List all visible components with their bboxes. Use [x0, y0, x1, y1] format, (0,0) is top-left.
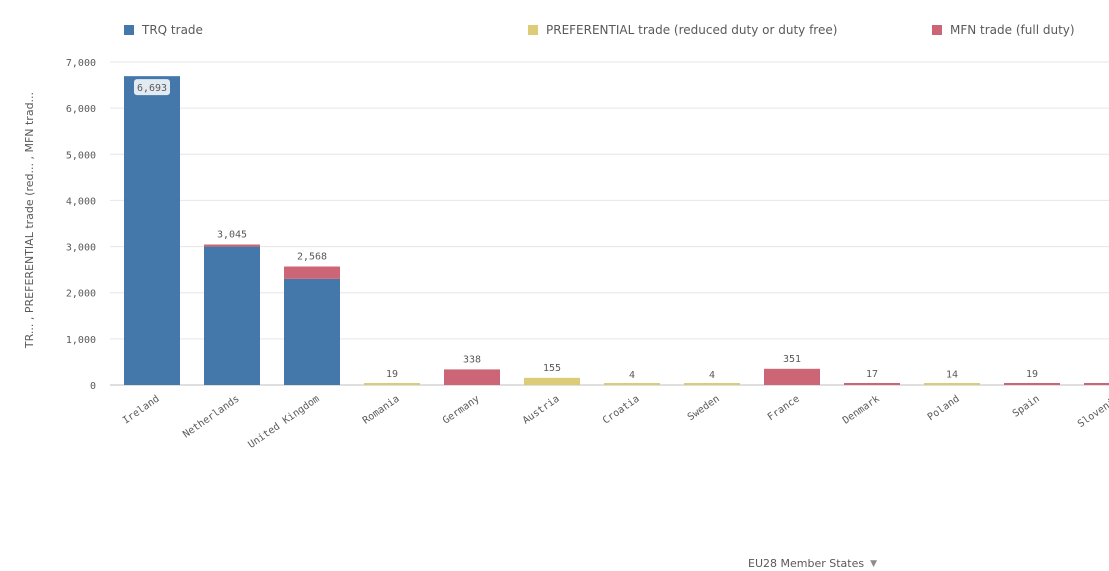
data-label: 19: [1026, 369, 1038, 380]
bar-segment-preferential: [604, 383, 660, 385]
data-label-badge: [134, 79, 170, 96]
x-tick-label: Germany: [441, 393, 482, 426]
data-label: 155: [543, 363, 561, 374]
bar-segment-mfn: [204, 244, 260, 247]
data-label: 2,568: [297, 252, 327, 263]
bar-segment-mfn: [1004, 383, 1060, 385]
y-tick-label: 4,000: [66, 196, 96, 207]
x-tick-label: Poland: [926, 393, 962, 423]
x-tick-label: Romania: [361, 393, 402, 426]
data-label: 351: [783, 354, 801, 365]
data-label: 6,693: [137, 83, 167, 94]
bar-segment-preferential: [684, 383, 740, 385]
legend-item-mfn[interactable]: MFN trade (full duty): [932, 20, 1075, 40]
x-tick-label: Netherlands: [181, 393, 242, 440]
x-tick-label: United Kingdom: [246, 393, 321, 450]
bar-segment-trq: [284, 278, 340, 385]
data-label: 17: [866, 369, 878, 380]
x-tick-label: Slovenia: [1076, 393, 1109, 430]
legend-item-trq[interactable]: TRQ trade: [124, 20, 203, 40]
x-tick-label: Austria: [521, 393, 562, 426]
bar-segment-mfn: [1084, 383, 1109, 385]
bar-segment-mfn: [444, 369, 500, 385]
y-tick-label: 6,000: [66, 104, 96, 115]
bar-segment-preferential: [524, 377, 580, 385]
x-axis-title: EU28 Member States: [748, 557, 865, 570]
x-tick-label: Spain: [1011, 393, 1042, 419]
x-tick-label: Sweden: [686, 393, 722, 423]
y-axis-title: TR... , PREFERENTIAL trade (red... , MFN…: [23, 91, 36, 349]
legend-label-trq: TRQ trade: [142, 23, 203, 37]
bar-segment-preferential: [364, 383, 420, 385]
chevron-down-icon: ▼: [870, 558, 878, 569]
data-label: 19: [386, 369, 398, 380]
x-tick-label: France: [766, 393, 802, 423]
x-tick-label: Denmark: [841, 393, 882, 426]
y-tick-label: 0: [90, 381, 96, 392]
bar-segment-mfn: [284, 266, 340, 279]
x-tick-label: Ireland: [121, 393, 162, 426]
data-label: 4: [709, 370, 715, 381]
legend-swatch-trq: [124, 25, 134, 35]
bar-segment-mfn: [764, 368, 820, 385]
y-tick-label: 3,000: [66, 243, 96, 254]
data-label: 3,045: [217, 229, 247, 240]
bar-segment-preferential: [924, 383, 980, 385]
x-tick-label: Croatia: [601, 393, 642, 426]
x-axis-dimension-selector[interactable]: EU28 Member States ▼: [748, 557, 877, 570]
bar-segment-trq: [124, 76, 180, 385]
legend-label-mfn: MFN trade (full duty): [950, 23, 1075, 37]
y-tick-label: 2,000: [66, 289, 96, 300]
data-label: 4: [629, 370, 635, 381]
bar-segment-trq: [204, 246, 260, 385]
legend-label-preferential: PREFERENTIAL trade (reduced duty or duty…: [546, 23, 838, 37]
legend-swatch-mfn: [932, 25, 942, 35]
y-tick-label: 5,000: [66, 150, 96, 161]
data-label: 14: [946, 369, 958, 380]
legend-swatch-preferential: [528, 25, 538, 35]
bar-segment-mfn: [844, 383, 900, 385]
y-tick-label: 7,000: [66, 58, 96, 69]
data-label: 338: [463, 354, 481, 365]
legend-item-preferential[interactable]: PREFERENTIAL trade (reduced duty or duty…: [528, 20, 837, 40]
y-tick-label: 1,000: [66, 335, 96, 346]
